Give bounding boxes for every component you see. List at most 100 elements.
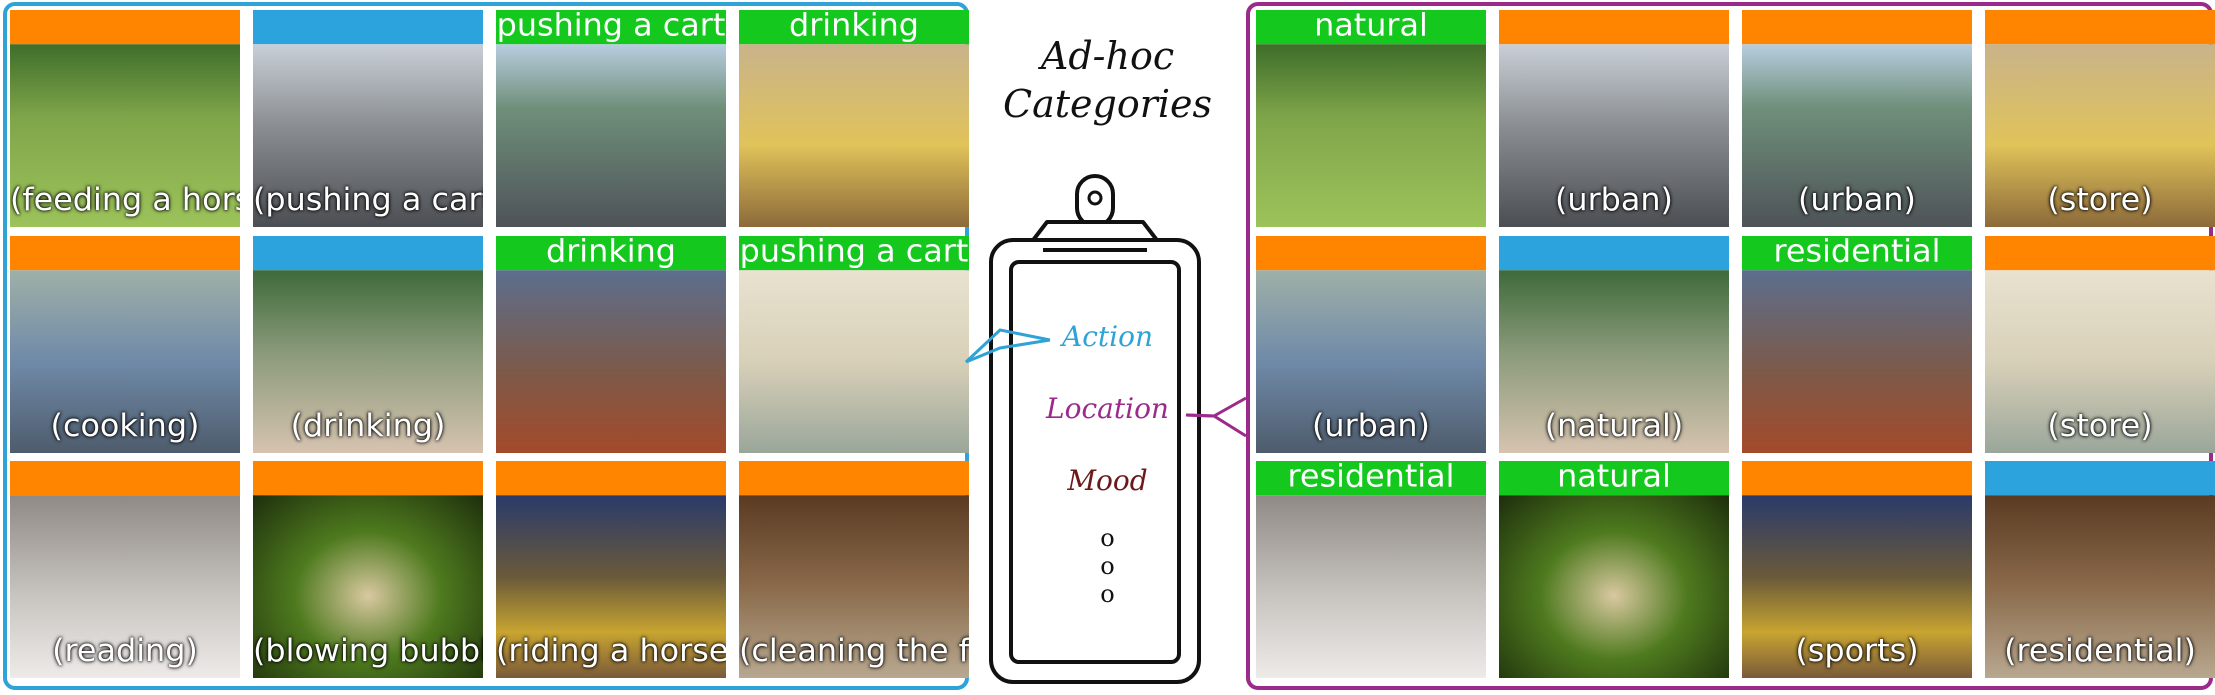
title-line-1: Ad-hoc xyxy=(1040,34,1175,78)
right-image-tile[interactable]: (urban) xyxy=(1256,235,1486,453)
tile-caption: (cooking) xyxy=(50,408,200,444)
tile-caption: (sports) xyxy=(1795,633,1919,670)
scene-photo xyxy=(253,269,484,453)
scene-photo xyxy=(1742,44,1973,227)
right-image-tile[interactable]: (residential) xyxy=(1985,461,2215,679)
more-categories-ellipsis: o o o xyxy=(990,524,1225,608)
category-label-bar xyxy=(253,461,484,496)
scene-photo xyxy=(1256,44,1486,227)
center-title: Ad-hoc Categories xyxy=(990,32,1225,128)
right-image-tile[interactable]: (urban) xyxy=(1742,10,1973,227)
right-image-tile[interactable]: natural xyxy=(1499,461,1730,679)
tile-caption: (urban) xyxy=(1555,182,1673,219)
category-label-bar: natural xyxy=(1499,461,1730,496)
category-label-bar xyxy=(1499,235,1730,270)
left-image-tile[interactable]: (pushing a cart) xyxy=(253,10,484,227)
category-label-bar xyxy=(10,10,240,45)
category-label-bar xyxy=(1742,10,1973,45)
category-location: Location xyxy=(1046,392,1169,425)
tile-caption: (feeding a horse) xyxy=(10,182,240,219)
category-label-bar: residential xyxy=(1742,235,1973,270)
right-image-tile[interactable]: (store) xyxy=(1985,10,2215,227)
tile-caption: (blowing bubbles) xyxy=(253,633,483,670)
right-image-tile[interactable]: (sports) xyxy=(1742,461,1973,679)
category-label-bar xyxy=(1985,461,2215,496)
right-image-tile[interactable]: residential xyxy=(1742,235,1973,453)
left-image-tile[interactable]: drinking xyxy=(739,10,970,227)
category-label-bar: natural xyxy=(1256,10,1486,45)
category-mood: Mood xyxy=(1067,464,1148,497)
left-image-tile[interactable]: (cleaning the floor) xyxy=(739,461,970,679)
category-label-bar xyxy=(253,235,484,270)
category-label-bar xyxy=(1985,10,2215,45)
tile-caption: (reading) xyxy=(52,633,198,670)
scene-photo xyxy=(10,495,240,679)
right-image-tile[interactable]: residential xyxy=(1256,461,1486,679)
ellipsis-dot: o xyxy=(1100,580,1115,608)
tile-caption: (urban) xyxy=(1798,182,1917,219)
tile-caption: (store) xyxy=(2047,182,2153,219)
left-image-tile[interactable]: pushing a cart xyxy=(496,10,727,227)
tile-caption: (pushing a cart) xyxy=(253,182,484,219)
left-image-tile[interactable]: (reading) xyxy=(10,461,240,679)
category-label-bar xyxy=(10,235,240,270)
action-connector xyxy=(964,328,1051,364)
scene-photo xyxy=(1985,44,2215,227)
scene-photo xyxy=(1499,495,1730,679)
category-label-bar: drinking xyxy=(496,235,727,270)
scene-photo xyxy=(253,44,484,227)
category-label-bar xyxy=(1499,10,1730,45)
scene-photo xyxy=(1256,269,1486,453)
scene-photo xyxy=(739,44,970,227)
right-image-tile[interactable]: (natural) xyxy=(1499,235,1730,453)
left-image-tile[interactable]: drinking xyxy=(496,235,727,453)
scene-photo xyxy=(1499,269,1730,453)
tile-caption: (cleaning the floor) xyxy=(739,633,969,670)
category-label-bar: residential xyxy=(1256,461,1486,496)
category-label-bar xyxy=(739,461,970,496)
tile-caption: (natural) xyxy=(1544,408,1684,444)
right-image-tile[interactable]: natural xyxy=(1256,10,1486,227)
left-image-tile[interactable]: (feeding a horse) xyxy=(10,10,240,227)
scene-photo xyxy=(1742,495,1973,679)
scene-photo xyxy=(739,269,970,453)
category-action: Action xyxy=(1062,320,1153,353)
title-line-2: Categories xyxy=(1003,82,1212,126)
category-label-bar: drinking xyxy=(739,10,970,45)
category-label-bar xyxy=(1985,235,2215,270)
scene-photo xyxy=(10,269,240,453)
scene-photo xyxy=(496,495,727,679)
category-label-bar xyxy=(1256,235,1486,270)
tile-caption: (residential) xyxy=(2004,633,2196,670)
category-label-bar xyxy=(1742,461,1973,496)
category-label-bar xyxy=(253,10,484,45)
scene-photo xyxy=(1985,269,2215,453)
scene-photo xyxy=(1742,269,1973,453)
scene-photo xyxy=(1499,44,1730,227)
right-image-tile[interactable]: (urban) xyxy=(1499,10,1730,227)
scene-photo xyxy=(496,44,727,227)
tile-caption: (drinking) xyxy=(290,408,446,444)
left-image-tile[interactable]: pushing a cart xyxy=(739,235,970,453)
category-label-bar xyxy=(496,461,727,496)
category-label-bar: pushing a cart xyxy=(496,10,727,45)
tile-caption: (urban) xyxy=(1312,408,1430,444)
ellipsis-dot: o xyxy=(1100,524,1115,552)
left-image-tile[interactable]: (blowing bubbles) xyxy=(253,461,484,679)
category-label-bar: pushing a cart xyxy=(739,235,970,270)
left-image-tile[interactable]: (riding a horse) xyxy=(496,461,727,679)
left-image-tile[interactable]: (drinking) xyxy=(253,235,484,453)
scene-photo xyxy=(10,44,240,227)
clipboard-icon xyxy=(989,174,1201,684)
left-image-tile[interactable]: (cooking) xyxy=(10,235,240,453)
category-label-bar xyxy=(10,461,240,496)
right-image-tile[interactable]: (store) xyxy=(1985,235,2215,453)
scene-photo xyxy=(739,495,970,679)
tile-caption: (store) xyxy=(2047,408,2153,444)
scene-photo xyxy=(1256,495,1486,679)
scene-photo xyxy=(1985,495,2215,679)
scene-photo xyxy=(496,269,727,453)
tile-caption: (riding a horse) xyxy=(496,633,727,670)
scene-photo xyxy=(253,495,484,679)
